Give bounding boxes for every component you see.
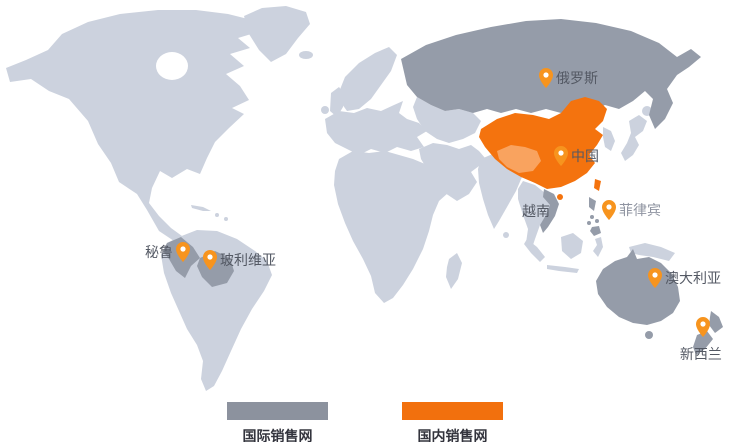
marker-label-russia: 俄罗斯 <box>556 70 598 86</box>
location-pin-icon <box>648 268 662 288</box>
sumatra <box>524 239 545 262</box>
madagascar <box>446 253 462 289</box>
cuba <box>191 205 211 211</box>
sulawesi <box>593 237 603 257</box>
marker-label-new-zealand: 新西兰 <box>679 346 722 362</box>
country-philippines <box>590 215 594 219</box>
marker-label-peru: 秘鲁 <box>145 244 173 260</box>
marker-label-bolivia: 玻利维亚 <box>220 252 276 268</box>
location-pin-icon <box>554 146 568 166</box>
middle-east <box>419 143 485 201</box>
scandinavia <box>337 47 397 111</box>
hainan <box>557 194 563 200</box>
country-new-zealand <box>709 311 723 333</box>
marker-label-china: 中国 <box>571 148 599 164</box>
marker-label-vietnam: 越南 <box>522 203 550 219</box>
legend-item-international: 国际销售网 <box>227 402 328 442</box>
location-pin-icon <box>176 242 190 262</box>
taiwan <box>594 179 601 191</box>
japan <box>621 115 647 161</box>
borneo <box>561 233 583 259</box>
country-new-zealand <box>693 331 713 355</box>
new-guinea <box>629 243 675 261</box>
continent-europe <box>325 101 427 155</box>
country-australia <box>596 249 680 325</box>
hudson-bay <box>156 52 188 80</box>
indochina <box>518 181 551 251</box>
java <box>547 265 579 273</box>
tasmania <box>645 331 653 339</box>
location-pin-icon <box>602 200 616 220</box>
caribbean-island <box>215 213 219 217</box>
iceland <box>299 51 313 59</box>
country-philippines <box>595 219 599 223</box>
central-asia <box>413 97 481 143</box>
continent-north-america <box>6 10 258 241</box>
legend-label-international: 国际销售网 <box>242 428 313 442</box>
country-philippines <box>590 226 601 236</box>
greenland <box>244 6 310 62</box>
korea <box>603 127 615 151</box>
location-pin-icon <box>696 317 710 337</box>
india <box>478 153 522 229</box>
sri-lanka <box>503 232 509 238</box>
legend-swatch-international <box>227 402 328 420</box>
marker-label-philippines: 菲律宾 <box>619 202 661 218</box>
country-vietnam <box>540 189 559 233</box>
legend-item-domestic: 国内销售网 <box>402 402 503 442</box>
legend-swatch-domestic <box>402 402 503 420</box>
marker-label-australia: 澳大利亚 <box>665 270 721 286</box>
region-west-china <box>497 145 541 173</box>
country-philippines <box>589 197 596 211</box>
ireland <box>321 106 329 114</box>
location-pin-icon <box>203 250 217 270</box>
caribbean-island <box>224 217 228 221</box>
legend-label-domestic: 国内销售网 <box>417 428 488 442</box>
continent-africa <box>334 151 451 303</box>
country-philippines <box>587 221 591 225</box>
location-pin-icon <box>539 68 553 88</box>
